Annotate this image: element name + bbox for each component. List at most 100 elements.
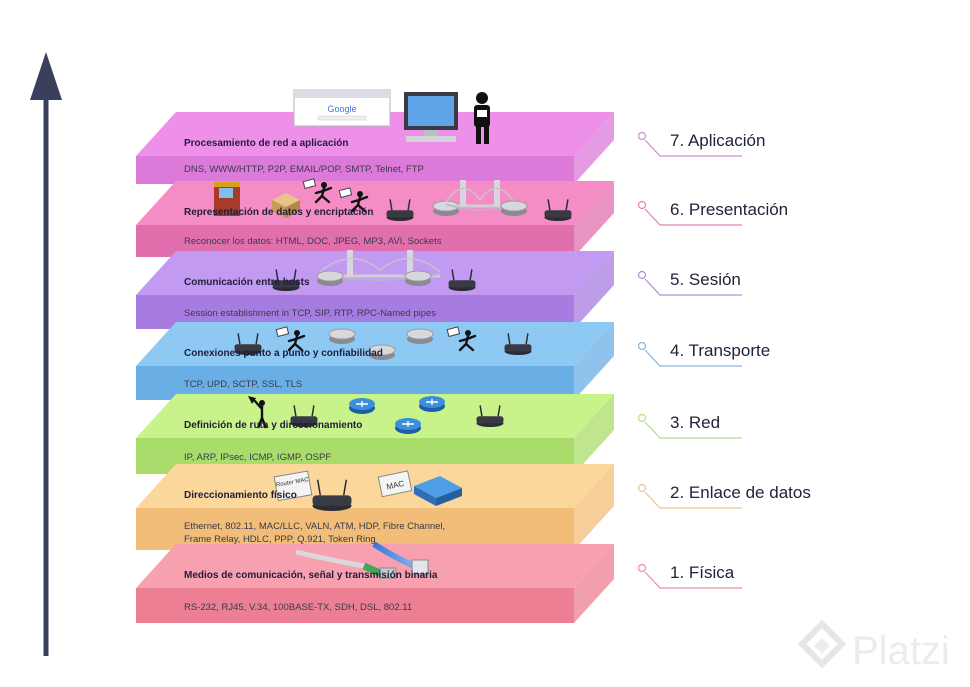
layer-label: 3. Red <box>670 413 720 432</box>
router-icon <box>448 269 476 291</box>
router-icon <box>386 199 414 221</box>
layer-side-face <box>574 464 614 550</box>
layer-protocols: Session establishment in TCP, SIP, RTP, … <box>184 308 436 319</box>
osi-layer: Medios de comunicación, señal y transmis… <box>136 541 742 623</box>
osi-layer: Google Procesamiento de red a aplicación D… <box>136 89 765 184</box>
connector-line <box>644 571 742 589</box>
person-icon <box>474 92 490 144</box>
package-icon <box>272 193 300 218</box>
osi-layers: Google Procesamiento de red a aplicación D… <box>136 89 811 623</box>
layer-title: Conexiones punto a punto y confiabilidad <box>184 348 383 359</box>
mac-tag-text: MAC <box>386 479 405 492</box>
layer-protocols: RS-232, RJ45, V.34, 100BASE-TX, SDH, DSL… <box>184 602 412 613</box>
connector-line <box>644 349 742 367</box>
layer-protocols: TCP, UPD, SCTP, SSL, TLS <box>184 379 302 390</box>
osi-layer: Definición de ruta y direccionamiento IP,… <box>136 394 742 474</box>
layer-top-face <box>136 394 614 438</box>
layer-label: 5. Sesión <box>670 270 741 289</box>
layer-top-face <box>136 544 614 588</box>
layer-front-face <box>136 588 574 623</box>
layer-protocols: DNS, WWW/HTTP, P2P, EMAIL/POP, SMTP, Tel… <box>184 164 424 175</box>
layer-title: Direccionamiento físico <box>184 490 297 501</box>
layer-top-face <box>136 181 614 225</box>
switch-icon <box>414 476 462 506</box>
router-icon <box>404 270 432 286</box>
connector-dot-icon <box>637 413 647 423</box>
ethernet-cable-icon <box>295 541 429 579</box>
layer-title: Procesamiento de red a aplicación <box>184 138 349 149</box>
layer-side-face <box>574 112 614 184</box>
connector-dot-icon <box>637 270 647 280</box>
connector-line <box>644 421 742 439</box>
blue-router-icon <box>349 398 375 414</box>
computer-icon <box>404 92 458 142</box>
osi-layer: Representación de datos y encriptación Re… <box>136 178 788 257</box>
layer-top-face <box>136 112 614 156</box>
layer-front-face <box>136 156 574 184</box>
platzi-logo-icon <box>797 619 847 669</box>
wifi-router-icon <box>290 405 318 427</box>
layer-title: Comunicación entre hosts <box>184 277 310 288</box>
layer-side-face <box>574 251 614 329</box>
router-mac-tag-text: Router MAC <box>276 477 310 489</box>
layer-side-face <box>574 322 614 400</box>
tag-icon: Router MAC <box>273 470 313 502</box>
atm-icon <box>214 182 240 216</box>
connector-dot-icon <box>637 131 647 141</box>
layer-label: 1. Física <box>670 563 735 582</box>
wifi-router-icon <box>476 405 504 427</box>
google-logo: Google <box>327 104 356 114</box>
osi-layer: Comunicación entre hosts Session establis… <box>136 250 742 329</box>
layer-protocols: Ethernet, 802.11, MAC/LLC, VALN, ATM, HD… <box>184 521 445 532</box>
router-icon <box>544 199 572 221</box>
router-icon <box>272 269 300 291</box>
connector-dot-icon <box>637 200 647 210</box>
layer-front-face <box>136 508 574 550</box>
connector-dot-icon <box>637 341 647 351</box>
layer-side-face <box>574 181 614 257</box>
connector-dot-icon <box>637 563 647 573</box>
layer-title: Medios de comunicación, señal y transmis… <box>184 570 438 581</box>
platzi-brand-text: Platzi <box>852 629 950 673</box>
layer-top-face <box>136 251 614 295</box>
connector-dot-icon <box>637 483 647 493</box>
signpost-person-icon <box>248 396 268 429</box>
running-person-icon <box>338 187 369 213</box>
cloud-router-icon <box>368 344 396 360</box>
platzi-watermark: Platzi <box>797 619 950 673</box>
running-person-icon <box>275 326 306 352</box>
osi-layer: Router MAC MAC Direccionamiento físico Ethe… <box>136 464 811 550</box>
layer-label: 6. Presentación <box>670 200 788 219</box>
layer-side-face <box>574 394 614 474</box>
router-icon <box>500 200 528 216</box>
router-icon <box>234 333 262 355</box>
router-icon <box>432 200 460 216</box>
browser-window-icon: Google <box>293 89 391 127</box>
layer-side-face <box>574 544 614 623</box>
layer-title: Representación de datos y encriptación <box>184 207 374 218</box>
vertical-arrow <box>30 52 62 656</box>
connector-line <box>644 139 742 157</box>
blue-router-icon <box>395 418 421 434</box>
connector-line <box>644 208 742 226</box>
layer-protocols: IP, ARP, IPsec, ICMP, IGMP, OSPF <box>184 452 331 463</box>
cloud-router-icon <box>328 328 356 344</box>
connector-line <box>644 491 742 509</box>
cloud-router-icon <box>406 328 434 344</box>
layer-protocols: Frame Relay, HDLC, PPP, Q.921, Token Rin… <box>184 534 376 545</box>
connector-line <box>644 278 742 296</box>
osi-layer: Conexiones punto a punto y confiabilidad… <box>136 322 770 400</box>
router-icon <box>312 479 352 511</box>
router-icon <box>504 333 532 355</box>
running-person-icon <box>446 326 477 352</box>
layer-protocols: Reconocer los datos: HTML, DOC, JPEG, MP… <box>184 236 442 247</box>
layer-top-face <box>136 322 614 366</box>
layer-label: 7. Aplicación <box>670 131 765 150</box>
blue-router-icon <box>419 396 445 412</box>
layer-title: Definición de ruta y direccionamiento <box>184 420 362 431</box>
layer-label: 2. Enlace de datos <box>670 483 811 502</box>
router-icon <box>316 270 344 286</box>
tag-icon: MAC <box>377 470 413 498</box>
running-person-icon <box>302 178 333 204</box>
